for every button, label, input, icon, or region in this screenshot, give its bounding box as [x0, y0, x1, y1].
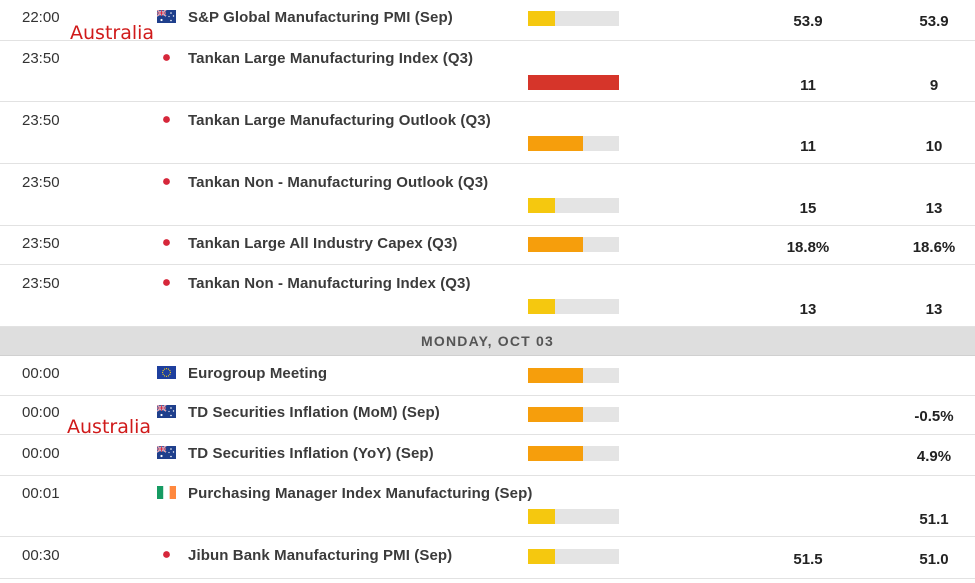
- importance-bar: [528, 198, 619, 213]
- annotation-australia: Australia: [67, 416, 152, 438]
- importance-bar: [528, 75, 619, 90]
- event-title[interactable]: Purchasing Manager Index Manufacturing (…: [188, 485, 533, 502]
- event-row[interactable]: 00:01 Purchasing Manager Index Manufactur…: [0, 476, 975, 537]
- importance-bar-fill: [528, 446, 583, 461]
- date-header-row: MONDAY, OCT 03: [0, 327, 975, 356]
- event-forecast: 51.0: [919, 551, 949, 568]
- event-actual: 11: [800, 77, 816, 94]
- event-title[interactable]: Tankan Large Manufacturing Outlook (Q3): [188, 112, 491, 129]
- event-forecast: 9: [929, 77, 939, 94]
- event-time: 23:50: [22, 235, 60, 252]
- event-forecast: 13: [925, 200, 943, 217]
- event-time: 00:00: [22, 365, 60, 382]
- flag-australia-icon: [157, 405, 176, 418]
- importance-bar-fill: [528, 368, 583, 383]
- event-row[interactable]: 23:50 Tankan Large All Industry Capex (Q3…: [0, 226, 975, 265]
- event-row[interactable]: 23:50 Tankan Non - Manufacturing Outlook …: [0, 164, 975, 226]
- event-title[interactable]: Eurogroup Meeting: [188, 365, 328, 382]
- event-forecast: 13: [925, 301, 943, 318]
- event-time: 23:50: [22, 174, 60, 191]
- flag-japan-icon: [157, 548, 176, 561]
- event-title[interactable]: TD Securities Inflation (MoM) (Sep): [188, 404, 440, 421]
- event-time: 00:00: [22, 445, 60, 462]
- importance-bar: [528, 237, 619, 252]
- date-header: MONDAY, OCT 03: [421, 333, 554, 349]
- importance-bar-fill: [528, 136, 583, 151]
- flag-ireland-icon: [157, 486, 176, 499]
- flag-japan-icon: [157, 175, 176, 188]
- importance-bar-fill: [528, 237, 583, 252]
- event-row[interactable]: 23:50 Tankan Non - Manufacturing Index (Q…: [0, 265, 975, 327]
- event-title[interactable]: Tankan Large Manufacturing Index (Q3): [188, 50, 474, 67]
- flag-japan-icon: [157, 236, 176, 249]
- event-time: 23:50: [22, 112, 60, 129]
- event-time: 23:50: [22, 275, 60, 292]
- importance-bar-fill: [528, 509, 556, 524]
- importance-bar: [528, 11, 619, 26]
- event-time: 23:50: [22, 50, 60, 67]
- flag-japan-icon: [157, 276, 176, 289]
- importance-bar: [528, 136, 619, 151]
- event-forecast: 51.1: [919, 511, 949, 528]
- event-row[interactable]: 00:00 TD Securities Inflation (YoY) (Sep)…: [0, 435, 975, 476]
- importance-bar: [528, 549, 619, 564]
- event-time: 00:01: [22, 485, 60, 502]
- event-row[interactable]: 23:50 Tankan Large Manufacturing Index (Q…: [0, 41, 975, 102]
- event-actual: 51.5: [793, 551, 823, 568]
- event-actual: 11: [800, 138, 816, 155]
- event-title[interactable]: Tankan Non - Manufacturing Index (Q3): [188, 275, 471, 292]
- importance-bar-fill: [528, 198, 556, 213]
- event-actual: 53.9: [793, 13, 823, 30]
- event-actual: 15: [799, 200, 817, 217]
- flag-japan-icon: [157, 113, 176, 126]
- event-title[interactable]: Tankan Large All Industry Capex (Q3): [188, 235, 458, 252]
- event-row[interactable]: 23:50 Tankan Large Manufacturing Outlook …: [0, 102, 975, 164]
- importance-bar: [528, 446, 619, 461]
- importance-bar-fill: [528, 407, 583, 422]
- event-forecast: 53.9: [919, 13, 949, 30]
- flag-australia-icon: [157, 10, 176, 23]
- event-forecast: 4.9%: [916, 448, 952, 465]
- event-title[interactable]: Tankan Non - Manufacturing Outlook (Q3): [188, 174, 489, 191]
- event-time: 00:30: [22, 547, 60, 564]
- flag-japan-icon: [157, 51, 176, 64]
- importance-bar: [528, 299, 619, 314]
- event-time: 00:00: [22, 404, 60, 421]
- event-forecast: -0.5%: [914, 408, 954, 425]
- event-title[interactable]: S&P Global Manufacturing PMI (Sep): [188, 9, 453, 26]
- event-row[interactable]: 22:00 S&P Global Manufacturing PMI (Sep) 5…: [0, 0, 975, 41]
- flag-australia-icon: [157, 446, 176, 459]
- importance-bar: [528, 407, 619, 422]
- importance-bar-fill: [528, 75, 619, 90]
- importance-bar-fill: [528, 11, 556, 26]
- event-title[interactable]: Jibun Bank Manufacturing PMI (Sep): [188, 547, 453, 564]
- event-forecast: 10: [925, 138, 943, 155]
- event-forecast: 18.6%: [912, 239, 956, 256]
- event-title[interactable]: TD Securities Inflation (YoY) (Sep): [188, 445, 434, 462]
- event-row[interactable]: 00:30 Jibun Bank Manufacturing PMI (Sep) 5…: [0, 537, 975, 579]
- importance-bar: [528, 509, 619, 524]
- importance-bar-fill: [528, 549, 556, 564]
- event-actual: 13: [799, 301, 817, 318]
- importance-bar: [528, 368, 619, 383]
- event-row[interactable]: 00:00 Eurogroup Meeting: [0, 356, 975, 396]
- event-time: 22:00: [22, 9, 60, 26]
- importance-bar-fill: [528, 299, 556, 314]
- annotation-australia: Australia: [70, 22, 155, 44]
- event-actual: 18.8%: [786, 239, 830, 256]
- event-row[interactable]: 00:00 TD Securities Inflation (MoM) (Sep)…: [0, 396, 975, 435]
- flag-eu-icon: [157, 366, 176, 379]
